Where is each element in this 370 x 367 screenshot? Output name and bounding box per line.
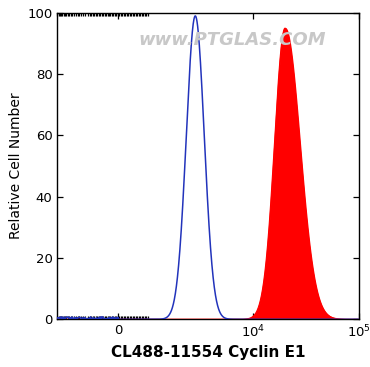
Text: www.PTGLAS.COM: www.PTGLAS.COM [138, 32, 326, 50]
Y-axis label: Relative Cell Number: Relative Cell Number [9, 93, 23, 239]
X-axis label: CL488-11554 Cyclin E1: CL488-11554 Cyclin E1 [111, 345, 305, 360]
